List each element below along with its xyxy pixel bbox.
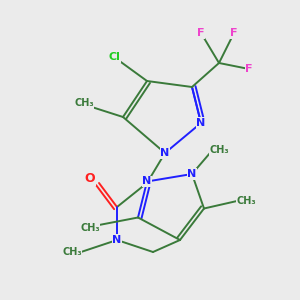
Text: CH₃: CH₃ bbox=[62, 247, 82, 257]
Text: CH₃: CH₃ bbox=[209, 145, 229, 155]
Text: F: F bbox=[197, 28, 205, 38]
Text: CH₃: CH₃ bbox=[236, 196, 256, 206]
Text: CH₃: CH₃ bbox=[74, 98, 94, 109]
Text: N: N bbox=[112, 235, 122, 245]
Text: F: F bbox=[245, 64, 253, 74]
Text: F: F bbox=[230, 28, 238, 38]
Text: N: N bbox=[196, 118, 206, 128]
Text: N: N bbox=[188, 169, 196, 179]
Text: N: N bbox=[142, 176, 152, 187]
Text: CH₃: CH₃ bbox=[80, 223, 100, 233]
Text: N: N bbox=[160, 148, 169, 158]
Text: Cl: Cl bbox=[108, 52, 120, 62]
Text: O: O bbox=[85, 172, 95, 185]
